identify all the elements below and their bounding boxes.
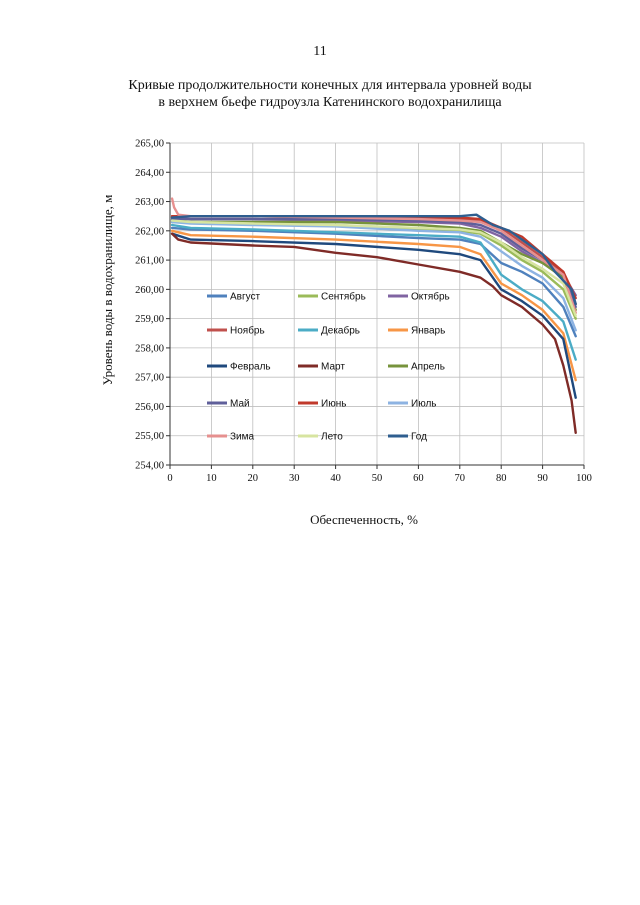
y-tick-label: 254,00 (135, 461, 164, 472)
y-tick-label: 255,00 (135, 431, 164, 442)
x-tick-label: 20 (248, 473, 259, 484)
legend-label: Февраль (230, 362, 271, 373)
x-tick-label: 30 (289, 473, 300, 484)
x-tick-label: 10 (206, 473, 217, 484)
y-tick-label: 265,00 (135, 139, 164, 150)
series-line-Июль (170, 220, 577, 332)
series-lines (170, 197, 577, 434)
page-number: 11 (313, 44, 327, 59)
series-line-Декабрь (170, 223, 577, 361)
series-line-Апрель (170, 220, 577, 312)
legend-label: Лето (321, 432, 343, 443)
y-tick-label: 257,00 (135, 373, 164, 384)
legend-label: Апрель (411, 362, 445, 373)
x-tick-label: 70 (455, 473, 466, 484)
x-tick-label: 100 (576, 473, 592, 484)
grid (169, 142, 585, 466)
y-tick-label: 261,00 (135, 256, 164, 267)
series-line-Январь (170, 229, 577, 382)
y-axis-title: Уровень воды в водохранилище, м (100, 195, 115, 386)
legend-label: Август (230, 292, 261, 303)
x-tick-label: 0 (167, 473, 172, 484)
x-tick-label: 60 (413, 473, 424, 484)
legend-label: Май (230, 399, 250, 410)
legend-label: Январь (411, 326, 445, 337)
x-tick-label: 80 (496, 473, 507, 484)
legend-label: Зима (230, 432, 255, 443)
x-axis-title: Обеспеченность, % (310, 512, 418, 527)
series-line-Зима (170, 197, 577, 314)
y-tick-label: 259,00 (135, 314, 164, 325)
y-tick-label: 264,00 (135, 168, 164, 179)
y-tick-label: 258,00 (135, 343, 164, 354)
chart-title-line-2: в верхнем бьефе гидроузла Катенинского в… (158, 95, 502, 110)
series-line-Февраль (170, 232, 577, 399)
series-line-Год (170, 213, 577, 306)
legend-label: Октябрь (411, 291, 450, 303)
y-tick-label: 262,00 (135, 226, 164, 237)
legend-label: Март (321, 362, 345, 373)
y-tick-label: 256,00 (135, 402, 164, 413)
series-line-Лето (170, 219, 577, 317)
legend-label: Июнь (321, 399, 346, 410)
series-line-Август (170, 226, 577, 338)
chart-title: Кривые продолжительности конечных для ин… (60, 77, 600, 111)
legend-label: Ноябрь (230, 325, 265, 337)
y-tick-label: 263,00 (135, 197, 164, 208)
legend-label: Июль (411, 399, 437, 410)
legend-label: Год (411, 432, 427, 443)
legend-label: Сентябрь (321, 291, 366, 303)
x-tick-label: 40 (330, 473, 341, 484)
x-tick-label: 50 (372, 473, 383, 484)
legend-label: Декабрь (321, 325, 360, 337)
x-tick-label: 90 (537, 473, 548, 484)
axes: 254,00 255,00 256,00 257,00 258,00 259,00 260,… (135, 139, 592, 485)
y-tick-label: 260,00 (135, 285, 164, 296)
legend: Август Сентябрь Октябрь Ноябрь Декабрь Январь… (207, 291, 450, 443)
chart-title-line-1: Кривые продолжительности конечных для ин… (128, 78, 532, 93)
series-line-Март (170, 232, 577, 434)
